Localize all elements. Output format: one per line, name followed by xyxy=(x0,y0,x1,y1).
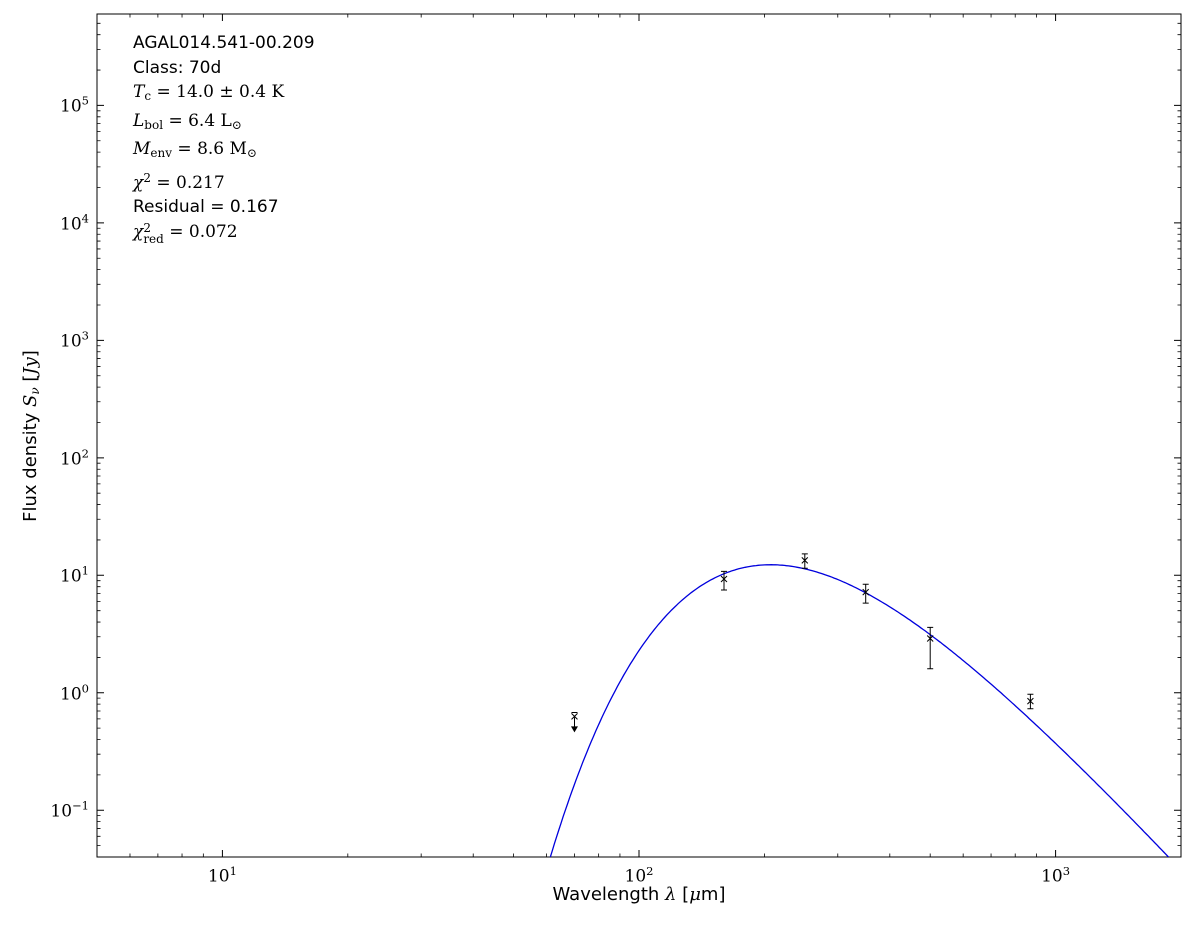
upper-limit-arrow xyxy=(570,726,578,733)
y-tick-label: 10−1 xyxy=(50,799,89,822)
data-point-350um xyxy=(862,583,870,604)
annotation-source-name-segment: AGAL014.541-00.209 xyxy=(133,33,315,53)
annotation-chi-squared-segment: χ xyxy=(133,172,144,193)
tick-base: 10 xyxy=(60,684,82,705)
x-axis-label-segment: [ xyxy=(676,884,690,905)
tick-base: 10 xyxy=(60,449,82,470)
y-tick-label: 101 xyxy=(60,564,89,587)
annotation-reduced-chi-squared-segment: χ xyxy=(133,221,144,242)
annotation-dust-temperature-segment: = 14.0 ± 0.4 K xyxy=(151,82,285,102)
y-tick-label: 102 xyxy=(60,447,89,470)
major-ticks xyxy=(97,14,1181,857)
data-point-500um xyxy=(926,626,934,670)
annotation-envelope-mass-segment: = 8.6 M xyxy=(172,139,247,159)
tick-base: 10 xyxy=(624,866,647,887)
data-point-160um xyxy=(720,570,728,591)
annotation-bolometric-luminosity-segment: = 6.4 L xyxy=(163,110,232,131)
annotation-bolometric-luminosity-segment: bol xyxy=(144,117,164,132)
y-axis-label-segment: Flux density xyxy=(20,406,41,522)
tick-exponent: 5 xyxy=(81,94,89,109)
annotation-reduced-chi-squared-segment: = 0.072 xyxy=(163,221,238,242)
x-tick-label: 102 xyxy=(625,864,654,887)
x-axis-label: Wavelength λ [μm] xyxy=(553,884,726,905)
y-axis-label-segment: ν xyxy=(28,387,42,395)
tick-exponent: 4 xyxy=(81,211,89,226)
y-axis-label-segment: ] xyxy=(20,350,41,358)
annotation-chi-squared-segment: 2 xyxy=(143,170,151,185)
data-point-870um xyxy=(1027,693,1034,710)
annotation-residual-segment: Residual = 0.167 xyxy=(133,197,279,217)
tick-exponent: 0 xyxy=(81,681,89,696)
annotation-dust-temperature-segment: T xyxy=(133,82,145,102)
annotation-bolometric-luminosity-segment: ⊙ xyxy=(231,117,242,132)
x-axis-label-segment: Wavelength xyxy=(552,884,666,905)
tick-base: 10 xyxy=(60,214,82,235)
x-axis-label-segment: m] xyxy=(700,884,726,905)
greybody-fit-curve xyxy=(549,564,1170,857)
tick-exponent: 3 xyxy=(81,329,89,344)
tick-base: 10 xyxy=(60,96,82,117)
x-axis-label-segment: μ xyxy=(689,884,701,905)
annotation-envelope-mass-segment: env xyxy=(150,146,173,160)
annotation-line-bolometric-luminosity: Lbol = 6.4 L⊙ xyxy=(133,109,315,138)
annotation-envelope-mass-segment: ⊙ xyxy=(246,146,257,160)
tick-base: 10 xyxy=(60,566,82,587)
tick-exponent: 2 xyxy=(81,446,89,461)
tick-base: 10 xyxy=(207,866,230,887)
y-axis-label-segment: Jy xyxy=(20,357,41,375)
tick-exponent: −1 xyxy=(72,798,89,813)
annotation-line-dust-temperature: Tc = 14.0 ± 0.4 K xyxy=(133,80,315,109)
annotation-bolometric-luminosity-segment: L xyxy=(133,110,145,131)
x-tick-label: 101 xyxy=(208,864,237,887)
fit-parameters-annotation: AGAL014.541-00.209 Class: 70d Tc = 14.0 ± … xyxy=(133,31,315,244)
annotation-class-segment: Class: 70d xyxy=(133,57,222,78)
annotation-chi-squared-segment: = 0.217 xyxy=(150,172,225,193)
y-axis-label-segment: S xyxy=(20,394,41,407)
annotation-dust-temperature-segment: c xyxy=(144,89,152,103)
y-tick-label: 105 xyxy=(60,94,89,117)
y-axis-label-segment: [ xyxy=(20,374,41,388)
y-axis-label: Flux density Sν [Jy] xyxy=(20,350,42,522)
data-point-70um xyxy=(571,712,578,728)
annotation-envelope-mass-segment: M xyxy=(133,139,151,159)
tick-exponent: 3 xyxy=(1062,864,1071,878)
x-axis-label-segment: λ xyxy=(665,884,677,905)
annotation-line-residual: Residual = 0.167 xyxy=(133,195,315,220)
annotation-line-reduced-chi-squared: χ 2 red = 0.072 xyxy=(133,220,315,245)
annotation-line-envelope-mass: Menv = 8.6 M⊙ xyxy=(133,137,315,166)
tick-exponent: 1 xyxy=(81,563,89,578)
data-points xyxy=(570,553,1034,733)
y-tick-label: 104 xyxy=(60,212,89,235)
annotation-line-chi-squared: χ2 = 0.217 xyxy=(133,166,315,196)
tick-base: 10 xyxy=(50,801,73,822)
x-tick-label: 103 xyxy=(1041,864,1070,887)
axes-frame xyxy=(96,13,1182,858)
tick-base: 10 xyxy=(60,331,82,352)
tick-exponent: 2 xyxy=(646,864,654,878)
annotation-reduced-chi-squared-subsup: 2 red xyxy=(143,221,164,246)
data-point-250um xyxy=(801,553,809,569)
tick-exponent: 1 xyxy=(229,864,237,878)
annotation-line-source-name: AGAL014.541-00.209 xyxy=(133,31,315,56)
tick-base: 10 xyxy=(1041,866,1063,887)
annotation-line-class: Class: 70d xyxy=(133,56,315,81)
y-tick-label: 103 xyxy=(60,329,89,352)
y-tick-label: 100 xyxy=(60,681,89,704)
